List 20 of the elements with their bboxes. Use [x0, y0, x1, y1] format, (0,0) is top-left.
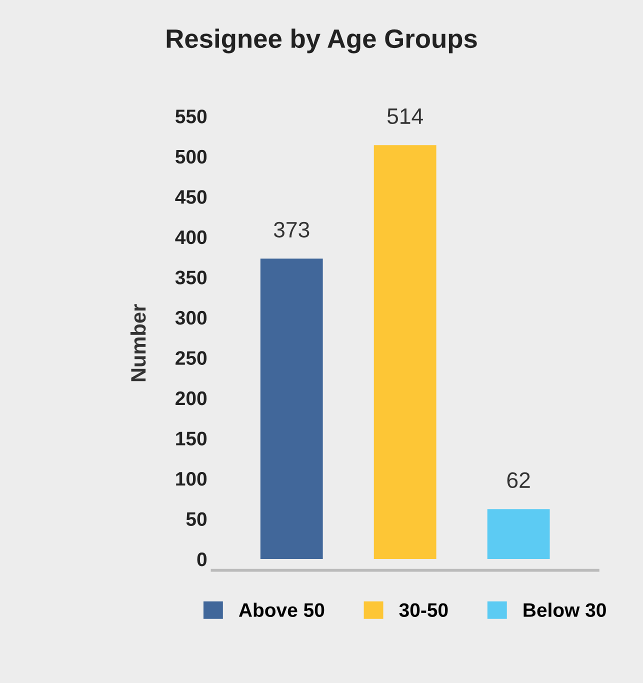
y-tick-label: 550: [175, 110, 207, 124]
y-axis-title: Number: [130, 304, 146, 382]
chart-title: Resignee by Age Groups: [166, 28, 477, 54]
legend-label: Below 30: [524, 602, 606, 618]
data-label: 373: [274, 222, 310, 238]
y-tick-label: 150: [176, 432, 207, 446]
y-tick-label: 0: [197, 552, 207, 566]
y-tick-label: 400: [175, 230, 207, 244]
y-tick-label: 250: [176, 351, 207, 365]
legend-label: 30-50: [399, 603, 448, 618]
y-tick-label: 450: [175, 190, 207, 204]
data-label: 514: [387, 108, 423, 124]
y-tick-label: 350: [175, 270, 207, 284]
y-tick-label: 100: [176, 472, 207, 486]
legend-label: Above 50: [238, 602, 324, 617]
y-tick-label: 300: [175, 310, 207, 325]
y-tick-label: 200: [176, 391, 207, 406]
y-tick-label: 50: [186, 512, 207, 526]
y-tick-label: 500: [175, 150, 207, 164]
data-label: 62: [507, 472, 530, 488]
